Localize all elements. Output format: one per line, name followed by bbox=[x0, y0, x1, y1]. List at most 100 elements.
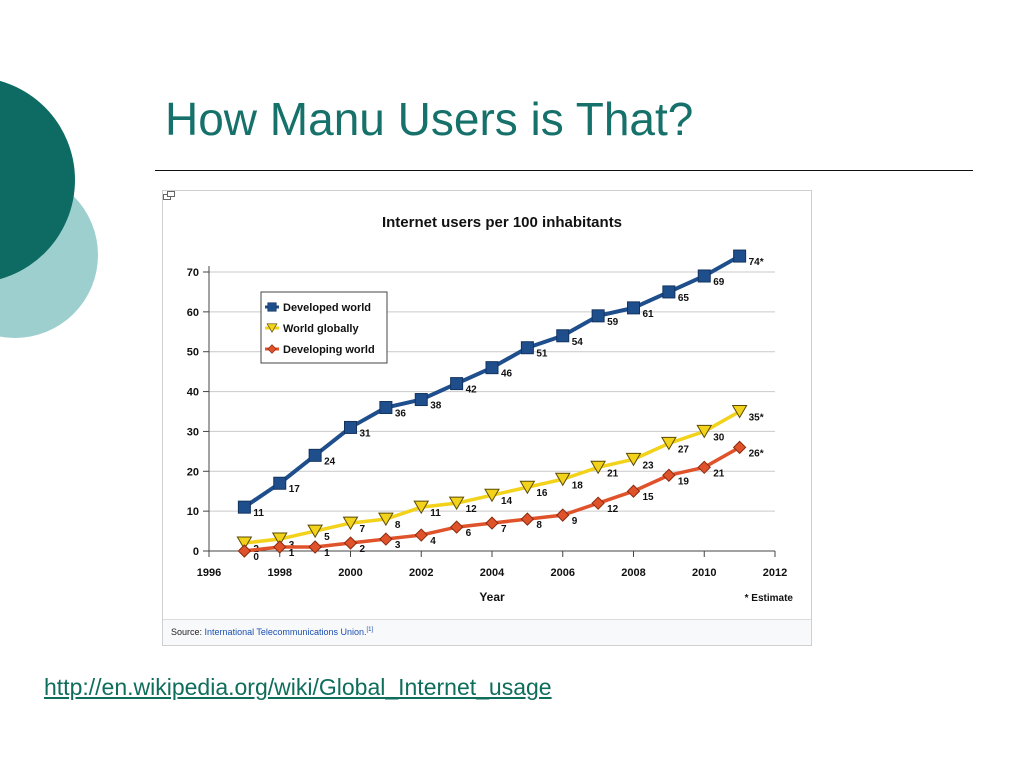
legend-label-world-globally: World globally bbox=[283, 323, 359, 335]
y-tick-label: 20 bbox=[187, 466, 199, 478]
point-developed-world bbox=[627, 301, 640, 315]
data-label-developed-world: 31 bbox=[360, 428, 372, 439]
y-tick-label: 60 bbox=[187, 307, 199, 319]
data-label-developed-world: 54 bbox=[572, 337, 584, 348]
point-world-globally bbox=[661, 436, 677, 451]
point-world-globally bbox=[731, 405, 748, 419]
decorative-circles bbox=[0, 0, 110, 420]
point-developing-world bbox=[626, 484, 641, 498]
data-label-world-globally: 12 bbox=[466, 504, 478, 515]
point-developed-world bbox=[414, 393, 428, 407]
data-label-developing-world: 3 bbox=[395, 540, 401, 551]
data-label-world-globally: 7 bbox=[360, 524, 366, 535]
x-tick-label: 2010 bbox=[692, 567, 716, 579]
point-developing-world bbox=[732, 440, 747, 455]
data-label-world-globally: 11 bbox=[430, 508, 441, 519]
data-label-developed-world: 38 bbox=[430, 401, 442, 412]
point-developed-world bbox=[556, 329, 570, 343]
data-label-world-globally: 27 bbox=[678, 444, 690, 455]
point-developed-world bbox=[273, 476, 287, 490]
point-world-globally bbox=[236, 536, 253, 551]
data-label-developed-world: 46 bbox=[501, 369, 513, 380]
point-developing-world bbox=[273, 540, 287, 554]
data-label-developing-world: 26* bbox=[749, 448, 764, 459]
legend-marker-developed-world bbox=[267, 302, 277, 312]
point-developing-world bbox=[449, 520, 464, 534]
source-caption: Source: International Telecommunications… bbox=[163, 619, 811, 645]
point-world-globally bbox=[448, 496, 465, 511]
x-tick-label: 2012 bbox=[763, 567, 787, 579]
data-label-world-globally: 16 bbox=[536, 488, 548, 499]
data-label-developing-world: 9 bbox=[572, 516, 578, 527]
x-tick-label: 2006 bbox=[551, 567, 575, 579]
point-developing-world bbox=[379, 532, 393, 546]
wikipedia-link[interactable]: http://en.wikipedia.org/wiki/Global_Inte… bbox=[44, 674, 552, 700]
x-tick-label: 1996 bbox=[197, 567, 221, 579]
data-label-developing-world: 15 bbox=[643, 492, 655, 503]
slide-title: How Manu Users is That? bbox=[165, 93, 694, 145]
data-label-developing-world: 8 bbox=[536, 520, 542, 531]
data-label-developed-world: 36 bbox=[395, 409, 407, 420]
point-developing-world bbox=[343, 536, 358, 550]
point-developing-world bbox=[414, 528, 428, 542]
legend-label-developed-world: Developed world bbox=[283, 302, 371, 314]
legend-box bbox=[260, 291, 388, 364]
point-developed-world bbox=[450, 377, 464, 391]
point-world-globally bbox=[625, 452, 642, 467]
point-developing-world bbox=[520, 512, 535, 526]
data-label-developed-world: 24 bbox=[324, 456, 336, 467]
decor-circle-dark bbox=[0, 80, 75, 280]
point-world-globally bbox=[271, 532, 288, 547]
point-developing-world bbox=[697, 460, 711, 475]
point-world-globally bbox=[484, 488, 500, 503]
title-rule bbox=[155, 170, 973, 171]
data-label-world-globally: 5 bbox=[324, 532, 330, 543]
data-label-world-globally: 35* bbox=[749, 413, 764, 424]
point-developed-world bbox=[344, 420, 357, 434]
x-tick-label: 2004 bbox=[480, 567, 505, 579]
y-tick-label: 70 bbox=[187, 267, 199, 279]
data-label-developed-world: 17 bbox=[289, 484, 301, 495]
enlarge-icon[interactable] bbox=[163, 191, 175, 200]
data-label-developing-world: 2 bbox=[360, 544, 366, 555]
x-tick-label: 1998 bbox=[268, 567, 292, 579]
source-link[interactable]: International Telecommunications Union. bbox=[204, 627, 367, 637]
data-label-world-globally: 30 bbox=[713, 432, 725, 443]
chart-frame: Internet users per 100 inhabitants 0 10 20 3… bbox=[162, 190, 812, 646]
data-label-developed-world: 65 bbox=[678, 293, 690, 304]
point-developing-world bbox=[308, 540, 322, 554]
point-world-globally bbox=[307, 524, 323, 539]
y-tick-label: 10 bbox=[187, 506, 199, 518]
data-label-world-globally: 14 bbox=[501, 496, 513, 507]
data-label-developing-world: 12 bbox=[607, 504, 619, 515]
data-label-world-globally: 23 bbox=[643, 460, 655, 471]
point-world-globally bbox=[342, 516, 359, 531]
x-tick-label: 2008 bbox=[621, 567, 645, 579]
point-developed-world bbox=[520, 341, 534, 355]
point-world-globally bbox=[696, 424, 713, 439]
y-tick-label: 40 bbox=[187, 387, 199, 399]
y-tick-label: 0 bbox=[193, 546, 199, 558]
legend-marker-world-globally bbox=[266, 323, 278, 333]
point-developing-world bbox=[485, 516, 499, 530]
point-developed-world bbox=[591, 309, 605, 323]
point-world-globally bbox=[378, 512, 394, 527]
point-world-globally bbox=[590, 460, 606, 475]
y-tick-label: 30 bbox=[187, 426, 199, 438]
data-label-developed-world: 61 bbox=[643, 309, 655, 320]
x-tick-label: 2000 bbox=[338, 567, 362, 579]
data-label-developing-world: 7 bbox=[501, 524, 507, 535]
data-label-developing-world: 6 bbox=[466, 528, 472, 539]
point-developed-world bbox=[662, 285, 676, 299]
data-label-developed-world: 59 bbox=[607, 317, 619, 328]
data-label-developed-world: 11 bbox=[253, 508, 264, 519]
point-developing-world bbox=[591, 496, 605, 510]
data-label-developed-world: 51 bbox=[536, 349, 548, 360]
source-ref[interactable]: [1] bbox=[366, 627, 374, 633]
data-label-developed-world: 69 bbox=[713, 277, 725, 288]
data-label-developing-world: 4 bbox=[430, 536, 436, 547]
line-chart: Internet users per 100 inhabitants010203… bbox=[187, 214, 794, 604]
data-label-developing-world: 1 bbox=[289, 548, 295, 559]
x-axis-label: Year bbox=[479, 590, 505, 604]
point-world-globally bbox=[413, 500, 430, 515]
